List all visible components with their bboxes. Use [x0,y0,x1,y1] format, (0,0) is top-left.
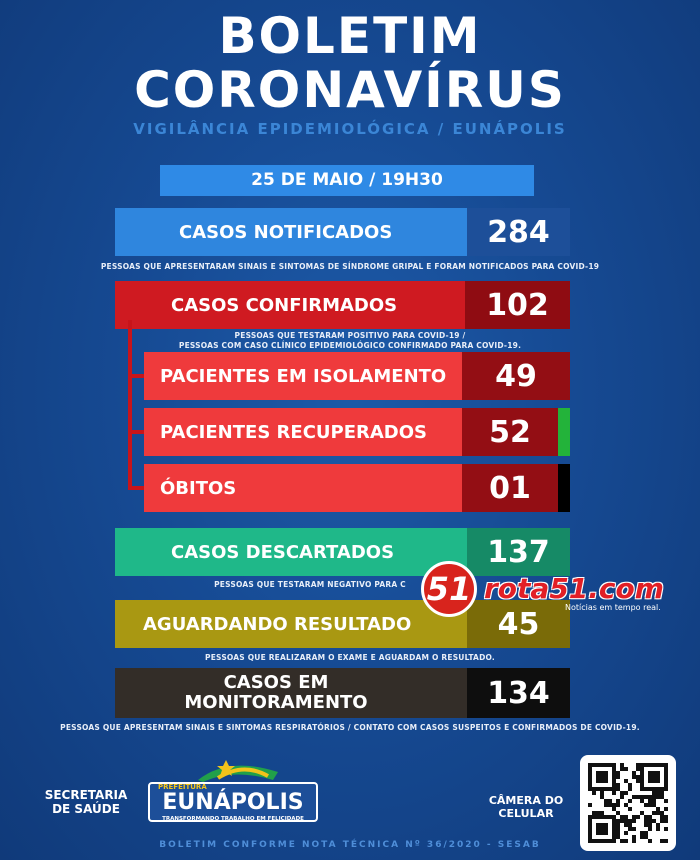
monitoramento-label-1: CASOS EM [223,672,329,693]
descartados-note: PESSOAS QUE TESTARAM NEGATIVO PARA C [214,580,406,589]
notificados-note: PESSOAS QUE APRESENTARAM SINAIS E SINTOM… [100,262,600,271]
recuperados-value: 52 [462,408,558,456]
watermark-tagline: Notícias em tempo real. [565,603,661,612]
notificados-value: 284 [467,208,570,256]
date-banner: 25 DE MAIO / 19H30 [160,165,534,196]
qr-code-icon [588,763,668,843]
monitoramento-value: 134 [467,668,570,718]
watermark-site: rota51.com [484,572,664,605]
city-name: EUNÁPOLIS [162,790,304,815]
obitos-indicator [558,464,570,512]
confirmados-note-1: PESSOAS QUE TESTARAM POSITIVO PARA COVID… [234,331,466,340]
subtitle: VIGILÂNCIA EPIDEMIOLÓGICA / EUNÁPOLIS [133,120,567,138]
row-obitos: ÓBITOS 01 [144,464,570,512]
confirmados-note-2: PESSOAS COM CASO CLÍNICO EPIDEMIOLÓGICO … [178,341,522,350]
confirmados-label: CASOS CONFIRMADOS [115,281,465,329]
bracket-tick-3 [128,486,146,490]
row-monitoramento: CASOS EM MONITORAMENTO 134 [115,668,570,718]
isolamento-value: 49 [462,352,570,400]
prefeitura-label: PREFEITURA [158,783,207,791]
bracket-line [128,320,132,490]
row-descartados: CASOS DESCARTADOS 137 [115,528,570,576]
title-boletim: BOLETIM [218,7,482,65]
descartados-value: 137 [467,528,570,576]
isolamento-label: PACIENTES EM ISOLAMENTO [144,352,462,400]
obitos-value: 01 [462,464,558,512]
camera-line-2: CELULAR [498,807,554,820]
monitoramento-label-2: MONITORAMENTO [184,692,368,713]
bracket-tick-1 [128,374,146,378]
row-aguardando: AGUARDANDO RESULTADO 45 [115,600,570,648]
monitoramento-label: CASOS EM MONITORAMENTO [115,668,467,718]
aguardando-value: 45 [467,600,570,648]
obitos-label: ÓBITOS [144,464,462,512]
eunapolis-emblem-icon [198,760,278,782]
secretaria-line-1: SECRETARIA [44,788,128,802]
recuperados-indicator [558,408,570,456]
aguardando-label: AGUARDANDO RESULTADO [115,600,467,648]
secretaria-line-2: DE SAÚDE [52,802,120,816]
footer-note: BOLETIM CONFORME NOTA TÉCNICA Nº 36/2020… [159,840,541,850]
row-confirmados: CASOS CONFIRMADOS 102 [115,281,570,329]
monitoramento-note: PESSOAS QUE APRESENTAM SINAIS E SINTOMAS… [60,723,640,732]
row-notificados: CASOS NOTIFICADOS 284 [115,208,570,256]
row-recuperados: PACIENTES RECUPERADOS 52 [144,408,570,456]
aguardando-note: PESSOAS QUE REALIZARAM O EXAME E AGUARDA… [205,653,495,662]
bracket-tick-2 [128,430,146,434]
city-slogan: TRANSFORMANDO TRABALHO EM FELICIDADE [162,816,304,822]
eunapolis-logo: PREFEITURA EUNÁPOLIS TRANSFORMANDO TRABA… [148,754,328,826]
row-isolamento: PACIENTES EM ISOLAMENTO 49 [144,352,570,400]
watermark-logo: 51 [421,561,477,617]
camera-line-1: CÂMERA DO [488,794,564,807]
secretaria-text: SECRETARIA DE SAÚDE [40,788,132,816]
qr-code[interactable] [580,755,676,851]
descartados-label: CASOS DESCARTADOS [115,528,467,576]
recuperados-label: PACIENTES RECUPERADOS [144,408,462,456]
confirmados-value: 102 [465,281,570,329]
camera-text: CÂMERA DO CELULAR [476,794,576,820]
notificados-label: CASOS NOTIFICADOS [115,208,467,256]
title-coronavirus: CORONAVÍRUS [134,61,566,119]
eunapolis-badge: PREFEITURA EUNÁPOLIS TRANSFORMANDO TRABA… [148,782,318,822]
